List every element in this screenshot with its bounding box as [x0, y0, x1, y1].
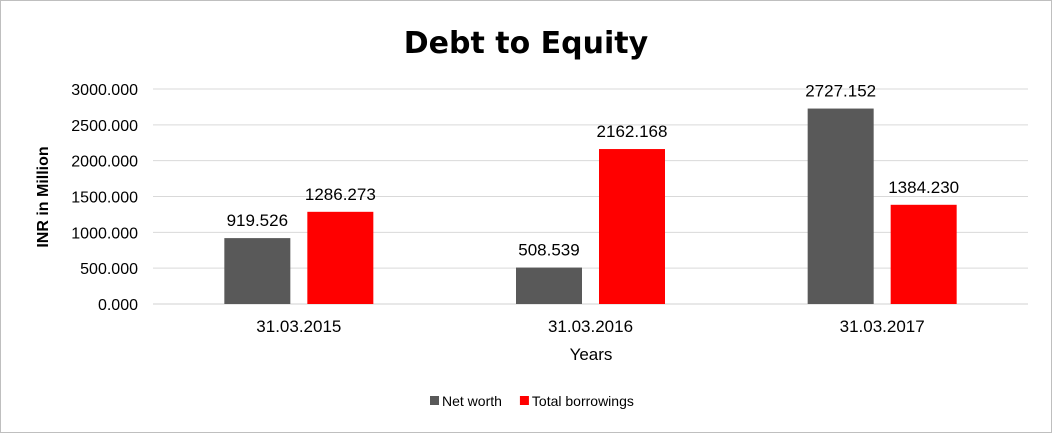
data-labels: 919.526 1286.273 508.539 2162.168 2727.152 13… [227, 82, 960, 260]
legend: Net worth Total borrowings [430, 393, 634, 409]
legend-swatch [430, 396, 439, 405]
data-label: 919.526 [227, 211, 288, 230]
data-label: 508.539 [518, 241, 579, 260]
y-tick-labels: 0.000 500.000 1000.000 1500.000 2000.000 2500… [71, 82, 138, 314]
bar-total-borrowings [307, 211, 374, 304]
bars [224, 108, 957, 304]
y-tick-label: 1000.000 [71, 225, 138, 242]
data-label: 1384.230 [888, 178, 959, 197]
y-tick-label: 500.000 [80, 261, 138, 278]
bar-net-worth [224, 238, 291, 304]
legend-label: Total borrowings [532, 393, 634, 409]
y-axis-label: INR in Million [35, 146, 52, 247]
legend-swatch [519, 396, 529, 405]
gridlines [153, 88, 1028, 305]
y-tick-label: 2500.000 [71, 118, 138, 135]
data-label: 1286.273 [305, 185, 376, 204]
bar-total-borrowings [599, 149, 665, 304]
bar-net-worth [516, 267, 582, 304]
y-tick-label: 0.000 [98, 297, 138, 314]
data-label: 2727.152 [805, 82, 876, 101]
x-tick-label: 31.03.2015 [256, 317, 341, 336]
x-tick-labels: 31.03.2015 31.03.2016 31.03.2017 [256, 317, 924, 336]
x-axis-label: Years [570, 345, 613, 364]
chart-title: Debt to Equity [404, 26, 649, 61]
x-tick-label: 31.03.2016 [548, 317, 633, 336]
bar-total-borrowings [890, 204, 957, 304]
y-tick-label: 3000.000 [71, 82, 138, 99]
data-label: 2162.168 [597, 122, 668, 141]
y-tick-label: 1500.000 [71, 190, 138, 207]
legend-label: Net worth [442, 393, 502, 409]
x-tick-label: 31.03.2017 [840, 317, 925, 336]
y-tick-label: 2000.000 [71, 154, 138, 171]
bar-net-worth [807, 108, 874, 304]
